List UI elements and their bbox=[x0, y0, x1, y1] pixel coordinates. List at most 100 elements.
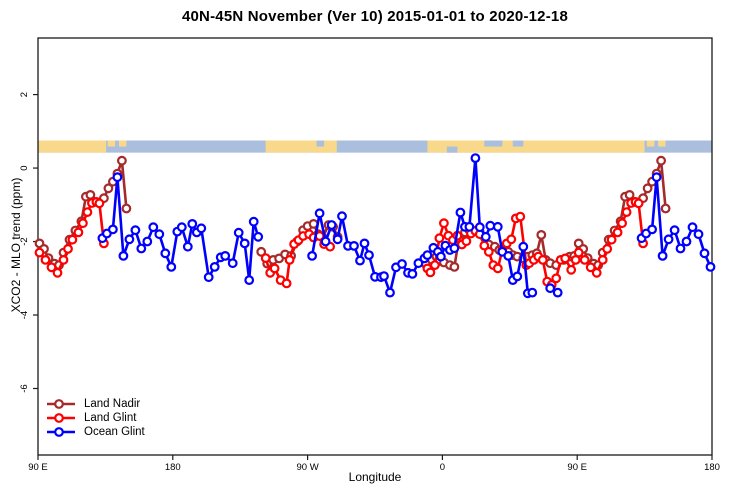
data-point bbox=[483, 246, 494, 257]
series-ocean-glint bbox=[97, 153, 716, 299]
x-axis-tick-label: 90 E bbox=[567, 462, 587, 473]
data-point bbox=[52, 267, 63, 278]
data-point bbox=[364, 250, 374, 261]
data-point bbox=[633, 198, 644, 209]
data-point bbox=[269, 263, 280, 274]
data-point bbox=[597, 255, 608, 265]
data-point bbox=[107, 224, 118, 235]
data-point bbox=[379, 271, 389, 282]
data-point bbox=[413, 258, 424, 269]
data-point bbox=[118, 250, 129, 261]
data-point bbox=[307, 250, 318, 261]
y-axis-tick-label: -6 bbox=[19, 384, 30, 392]
y-axis-tick-label: 0 bbox=[19, 165, 30, 170]
data-point bbox=[480, 231, 491, 242]
data-point bbox=[579, 255, 590, 265]
data-point bbox=[130, 225, 141, 236]
data-point bbox=[545, 283, 556, 294]
data-point bbox=[332, 234, 343, 245]
data-point bbox=[602, 243, 613, 254]
data-point bbox=[656, 155, 666, 166]
x-axis-tick-label: 90 E bbox=[28, 462, 48, 473]
data-point bbox=[397, 259, 407, 269]
data-point bbox=[227, 258, 238, 269]
data-point bbox=[385, 287, 395, 298]
land-glint-swatch-icon bbox=[47, 413, 75, 423]
data-point bbox=[647, 224, 657, 235]
data-point bbox=[337, 211, 347, 222]
land-patch bbox=[107, 140, 116, 147]
data-point bbox=[705, 262, 716, 272]
data-point bbox=[515, 211, 526, 222]
data-point bbox=[657, 250, 668, 261]
data-point bbox=[485, 220, 496, 231]
data-point bbox=[63, 243, 73, 254]
data-point bbox=[449, 262, 460, 272]
data-point bbox=[551, 273, 562, 284]
data-point bbox=[349, 240, 359, 251]
data-point bbox=[527, 287, 538, 298]
data-point bbox=[196, 223, 207, 234]
data-point bbox=[244, 275, 255, 286]
land-patch bbox=[658, 140, 666, 147]
data-point bbox=[503, 250, 514, 261]
y-axis-label: XCO2 - MLO trend (ppm) bbox=[9, 177, 23, 313]
land-segment bbox=[265, 140, 337, 153]
data-point bbox=[492, 263, 503, 274]
data-point bbox=[470, 153, 481, 164]
data-point bbox=[663, 234, 674, 245]
data-point bbox=[46, 262, 57, 273]
data-point bbox=[203, 272, 214, 283]
data-point bbox=[187, 218, 198, 229]
data-point bbox=[699, 248, 710, 259]
data-point bbox=[148, 222, 159, 233]
ocean-patch bbox=[512, 140, 524, 147]
data-point bbox=[422, 250, 433, 261]
data-point bbox=[536, 229, 547, 240]
data-point bbox=[566, 264, 577, 275]
data-point bbox=[560, 253, 571, 264]
data-point bbox=[154, 229, 165, 240]
ocean-patch bbox=[446, 146, 458, 153]
land-segment bbox=[427, 140, 645, 153]
data-point bbox=[651, 172, 662, 183]
data-point bbox=[166, 262, 177, 272]
data-point bbox=[209, 262, 220, 272]
data-point bbox=[40, 255, 51, 265]
data-point bbox=[124, 234, 135, 245]
ocean-patch bbox=[484, 140, 503, 147]
data-point bbox=[281, 278, 292, 289]
data-point bbox=[425, 267, 436, 278]
data-point bbox=[256, 246, 267, 257]
data-point bbox=[552, 287, 563, 298]
data-point bbox=[248, 216, 259, 227]
data-point bbox=[675, 243, 686, 254]
x-axis-tick-label: 90 W bbox=[297, 462, 319, 473]
data-point bbox=[116, 155, 127, 166]
data-point bbox=[160, 248, 171, 259]
legend-label: Ocean Glint bbox=[84, 426, 145, 438]
data-point bbox=[82, 207, 93, 218]
data-point bbox=[537, 255, 548, 265]
land-nadir-swatch-icon bbox=[47, 399, 75, 409]
data-point bbox=[407, 269, 418, 279]
data-point bbox=[434, 233, 445, 244]
data-point bbox=[430, 260, 440, 271]
legend: Land Nadir Land Glint Ocean Glint bbox=[46, 397, 145, 439]
chart-title: 40N-45N November (Ver 10) 2015-01-01 to … bbox=[181, 8, 569, 25]
data-point bbox=[573, 247, 584, 258]
legend-item-land-nadir: Land Nadir bbox=[46, 397, 145, 411]
x-axis-tick-label: 180 bbox=[165, 462, 181, 473]
data-point bbox=[492, 221, 503, 232]
data-point bbox=[142, 236, 153, 247]
data-point bbox=[320, 236, 331, 247]
land-segment bbox=[38, 140, 107, 153]
data-point bbox=[479, 240, 490, 251]
data-point bbox=[449, 243, 460, 254]
x-axis-tick-label: 0 bbox=[440, 462, 445, 473]
data-point bbox=[182, 241, 193, 252]
data-point bbox=[612, 227, 623, 238]
data-point bbox=[512, 271, 523, 282]
data-point bbox=[455, 207, 466, 218]
